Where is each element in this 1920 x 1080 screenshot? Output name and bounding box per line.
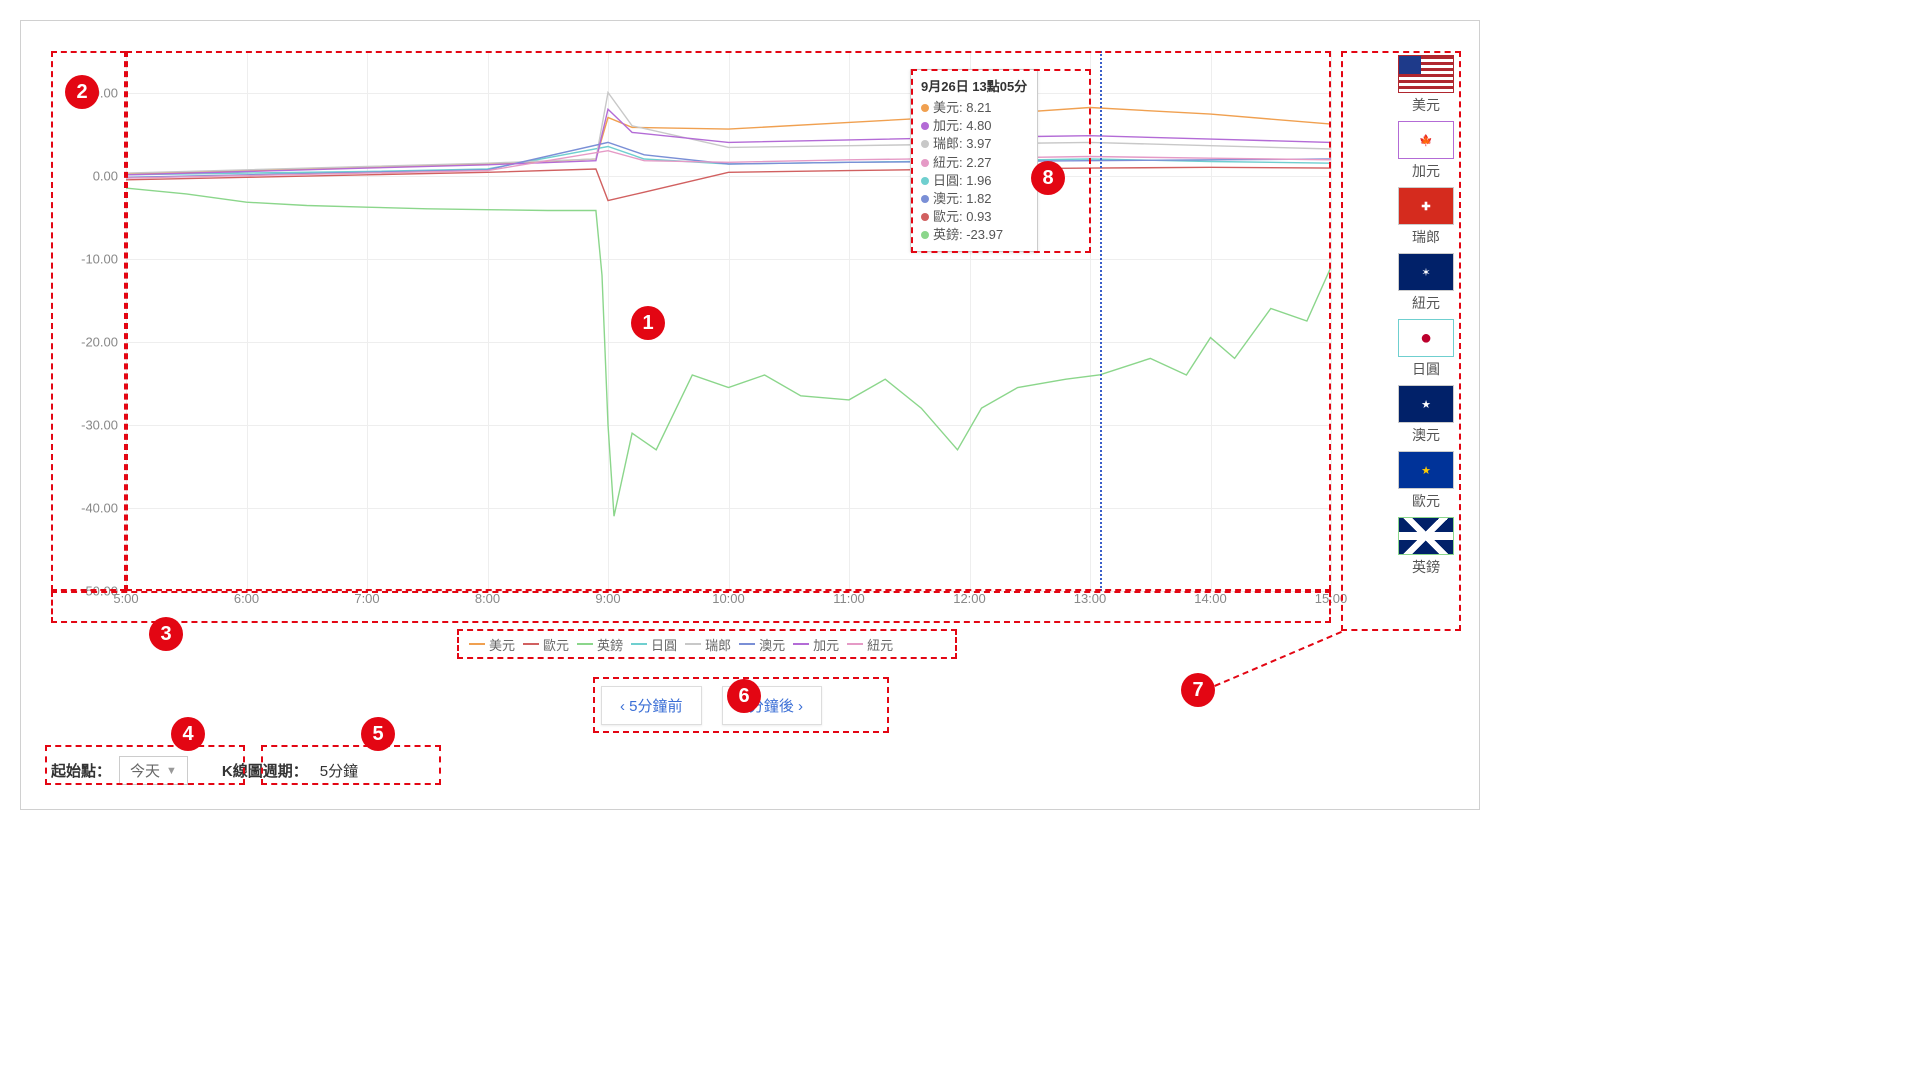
annotation-box- xyxy=(457,629,957,659)
chart-container: 10.000.00-10.00-20.00-30.00-40.00-50.00 … xyxy=(20,20,1480,810)
annotation-box-8 xyxy=(911,69,1091,253)
annotation-num-6: 6 xyxy=(727,679,761,713)
annotation-num-8: 8 xyxy=(1031,161,1065,195)
annotation-box-1 xyxy=(126,51,1331,591)
annotation-num-2: 2 xyxy=(65,75,99,109)
annotation-box-3 xyxy=(51,591,1331,623)
annotation-num-5: 5 xyxy=(361,717,395,751)
annotation-num-3: 3 xyxy=(149,617,183,651)
annotation-num-4: 4 xyxy=(171,717,205,751)
annotation-box- xyxy=(1341,51,1461,631)
annotation-box-2 xyxy=(51,51,126,591)
annotation-num-1: 1 xyxy=(631,306,665,340)
annotation-num-7: 7 xyxy=(1181,673,1215,707)
annotation-box-4 xyxy=(45,745,245,785)
annotation-connector-7 xyxy=(1205,631,1342,691)
annotation-box-5 xyxy=(261,745,441,785)
